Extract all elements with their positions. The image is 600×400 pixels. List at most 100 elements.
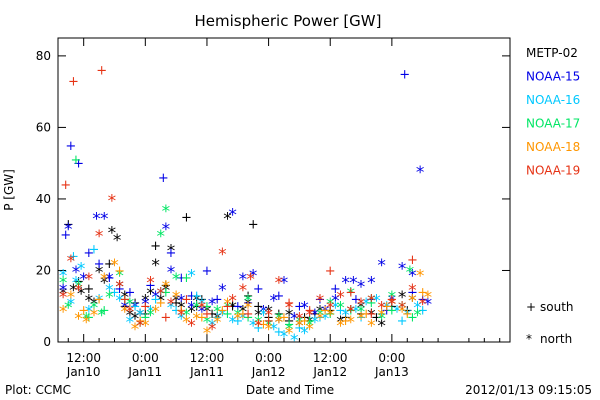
data-point: * bbox=[347, 313, 356, 333]
data-point: + bbox=[94, 257, 105, 272]
data-point: + bbox=[63, 217, 74, 232]
data-point: + bbox=[263, 314, 274, 329]
data-point: + bbox=[68, 74, 79, 89]
data-point: * bbox=[388, 288, 397, 308]
data-point: * bbox=[234, 306, 243, 326]
plot-timestamp: 2012/01/13 09:15:05 bbox=[465, 383, 592, 397]
data-point: + bbox=[253, 321, 264, 336]
data-point: + bbox=[284, 296, 295, 311]
data-point: + bbox=[304, 303, 315, 318]
data-point: + bbox=[160, 310, 171, 325]
data-point: * bbox=[192, 309, 201, 329]
data-point: * bbox=[67, 288, 76, 308]
data-point: + bbox=[366, 307, 377, 322]
x-axis-label: Date and Time bbox=[246, 383, 334, 397]
data-point: + bbox=[243, 289, 254, 304]
data-point: + bbox=[114, 264, 125, 279]
data-point: * bbox=[244, 295, 253, 315]
data-point: * bbox=[131, 309, 140, 329]
data-point: + bbox=[186, 289, 197, 304]
data-point: + bbox=[273, 289, 284, 304]
data-point: * bbox=[218, 306, 227, 326]
data-point: + bbox=[89, 243, 100, 258]
data-point: * bbox=[90, 295, 99, 315]
data-point: * bbox=[223, 295, 232, 315]
data-point: * bbox=[64, 220, 73, 240]
data-point: * bbox=[388, 295, 397, 315]
data-point: + bbox=[243, 296, 254, 311]
data-point: + bbox=[176, 271, 187, 286]
data-point: * bbox=[156, 284, 165, 304]
data-point: * bbox=[377, 317, 386, 337]
data-point: * bbox=[377, 306, 386, 326]
data-point: * bbox=[177, 299, 186, 319]
data-point: * bbox=[398, 259, 407, 279]
data-point: + bbox=[150, 239, 161, 254]
data-point: * bbox=[382, 299, 391, 319]
data-point: + bbox=[376, 307, 387, 322]
data-point: * bbox=[295, 313, 304, 333]
data-point: + bbox=[202, 300, 213, 315]
data-point: + bbox=[104, 271, 115, 286]
data-point: + bbox=[381, 303, 392, 318]
data-point: + bbox=[273, 325, 284, 340]
data-point: * bbox=[100, 209, 109, 229]
data-point: * bbox=[275, 309, 284, 329]
data-point: * bbox=[357, 309, 366, 329]
data-point: + bbox=[166, 246, 177, 261]
data-point: + bbox=[222, 300, 233, 315]
data-point: + bbox=[386, 293, 397, 308]
data-point: + bbox=[227, 300, 238, 315]
data-point: + bbox=[309, 307, 320, 322]
data-point: * bbox=[182, 306, 191, 326]
data-point: * bbox=[162, 277, 171, 297]
x-tick-time-label: 0:00 bbox=[132, 351, 159, 365]
data-point: * bbox=[95, 292, 104, 312]
data-point: * bbox=[249, 317, 258, 337]
data-point: + bbox=[325, 303, 336, 318]
data-point: + bbox=[386, 303, 397, 318]
data-point: * bbox=[336, 317, 345, 337]
data-point: * bbox=[393, 302, 402, 322]
data-point: * bbox=[162, 202, 171, 222]
data-point: * bbox=[336, 313, 345, 333]
data-point: + bbox=[217, 303, 228, 318]
data-point: + bbox=[99, 303, 110, 318]
data-point: * bbox=[316, 309, 325, 329]
data-point: + bbox=[73, 275, 84, 290]
data-point: * bbox=[326, 306, 335, 326]
data-point: * bbox=[416, 163, 425, 183]
data-point: * bbox=[367, 306, 376, 326]
data-point: + bbox=[68, 250, 79, 265]
data-point: + bbox=[140, 307, 151, 322]
data-point: + bbox=[83, 310, 94, 325]
data-point: * bbox=[95, 263, 104, 283]
data-point: + bbox=[119, 293, 130, 308]
data-point: * bbox=[413, 299, 422, 319]
data-point: * bbox=[264, 302, 273, 322]
data-point: * bbox=[244, 299, 253, 319]
data-point: + bbox=[181, 271, 192, 286]
data-point: + bbox=[284, 318, 295, 333]
data-point: * bbox=[300, 299, 309, 319]
data-point: * bbox=[218, 245, 227, 265]
data-point: * bbox=[403, 306, 412, 326]
data-point: * bbox=[198, 295, 207, 315]
data-point: * bbox=[424, 295, 433, 315]
data-point: * bbox=[316, 306, 325, 326]
data-point: + bbox=[140, 300, 151, 315]
data-point: * bbox=[59, 274, 68, 294]
data-point: * bbox=[192, 299, 201, 319]
data-point: + bbox=[60, 228, 71, 243]
data-point: * bbox=[69, 281, 78, 301]
data-point: + bbox=[279, 310, 290, 325]
data-point: * bbox=[198, 302, 207, 322]
data-point: * bbox=[218, 281, 227, 301]
data-point: + bbox=[366, 293, 377, 308]
data-point: * bbox=[239, 302, 248, 322]
data-point: * bbox=[305, 306, 314, 326]
x-tick-date-label: Jan13 bbox=[374, 365, 409, 379]
data-point: + bbox=[119, 300, 130, 315]
y-tick-label: 20 bbox=[36, 263, 51, 277]
data-point: + bbox=[171, 303, 182, 318]
